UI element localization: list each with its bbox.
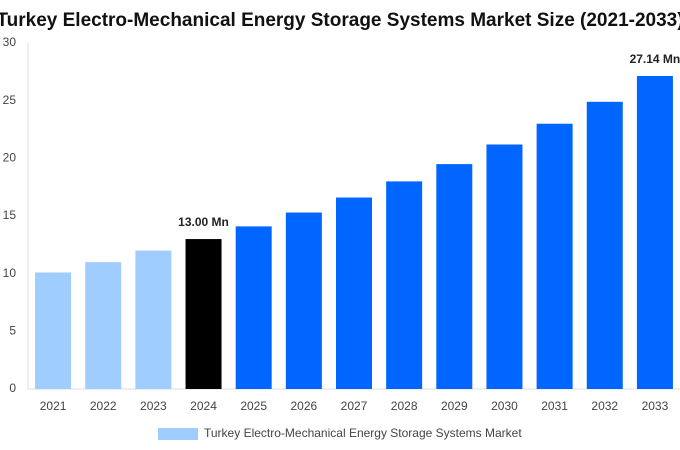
bar [536, 123, 573, 389]
y-tick-label: 15 [3, 208, 17, 222]
x-tick-label: 2023 [140, 399, 167, 413]
y-tick-label: 5 [9, 324, 16, 338]
bar [436, 164, 473, 389]
x-tick-label: 2021 [40, 399, 67, 413]
chart-title: Turkey Electro-Mechanical Energy Storage… [0, 10, 680, 31]
y-tick-label: 20 [3, 151, 17, 165]
bar [235, 226, 272, 389]
value-label: 27.14 Mn [630, 52, 680, 66]
x-tick-label: 2027 [341, 399, 368, 413]
x-tick-label: 2028 [391, 399, 418, 413]
legend-swatch [158, 428, 198, 440]
y-tick-label: 10 [3, 266, 17, 280]
y-tick-label: 30 [3, 35, 17, 49]
x-tick-label: 2024 [190, 399, 217, 413]
bar [336, 197, 372, 389]
bar [386, 181, 423, 389]
legend-label: Turkey Electro-Mechanical Energy Storage… [204, 426, 522, 440]
bar [135, 250, 172, 389]
value-label: 13.00 Mn [178, 215, 229, 229]
bar [285, 212, 322, 389]
bar [35, 272, 72, 389]
bar [85, 262, 122, 389]
y-tick-label: 0 [9, 381, 16, 395]
bar [586, 101, 623, 389]
x-tick-label: 2030 [491, 399, 518, 413]
x-tick-label: 2026 [290, 399, 317, 413]
x-tick-label: 2033 [642, 399, 669, 413]
x-tick-label: 2022 [90, 399, 117, 413]
x-tick-label: 2029 [441, 399, 468, 413]
bar [185, 239, 222, 389]
x-tick-label: 2032 [591, 399, 618, 413]
bar [486, 144, 523, 389]
bar [636, 75, 673, 389]
y-tick-label: 25 [3, 93, 17, 107]
x-tick-label: 2031 [541, 399, 568, 413]
x-tick-label: 2025 [240, 399, 267, 413]
